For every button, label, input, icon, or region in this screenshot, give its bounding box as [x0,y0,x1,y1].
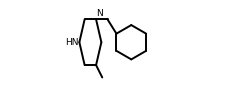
Text: N: N [96,9,103,18]
Text: HN: HN [65,38,79,47]
